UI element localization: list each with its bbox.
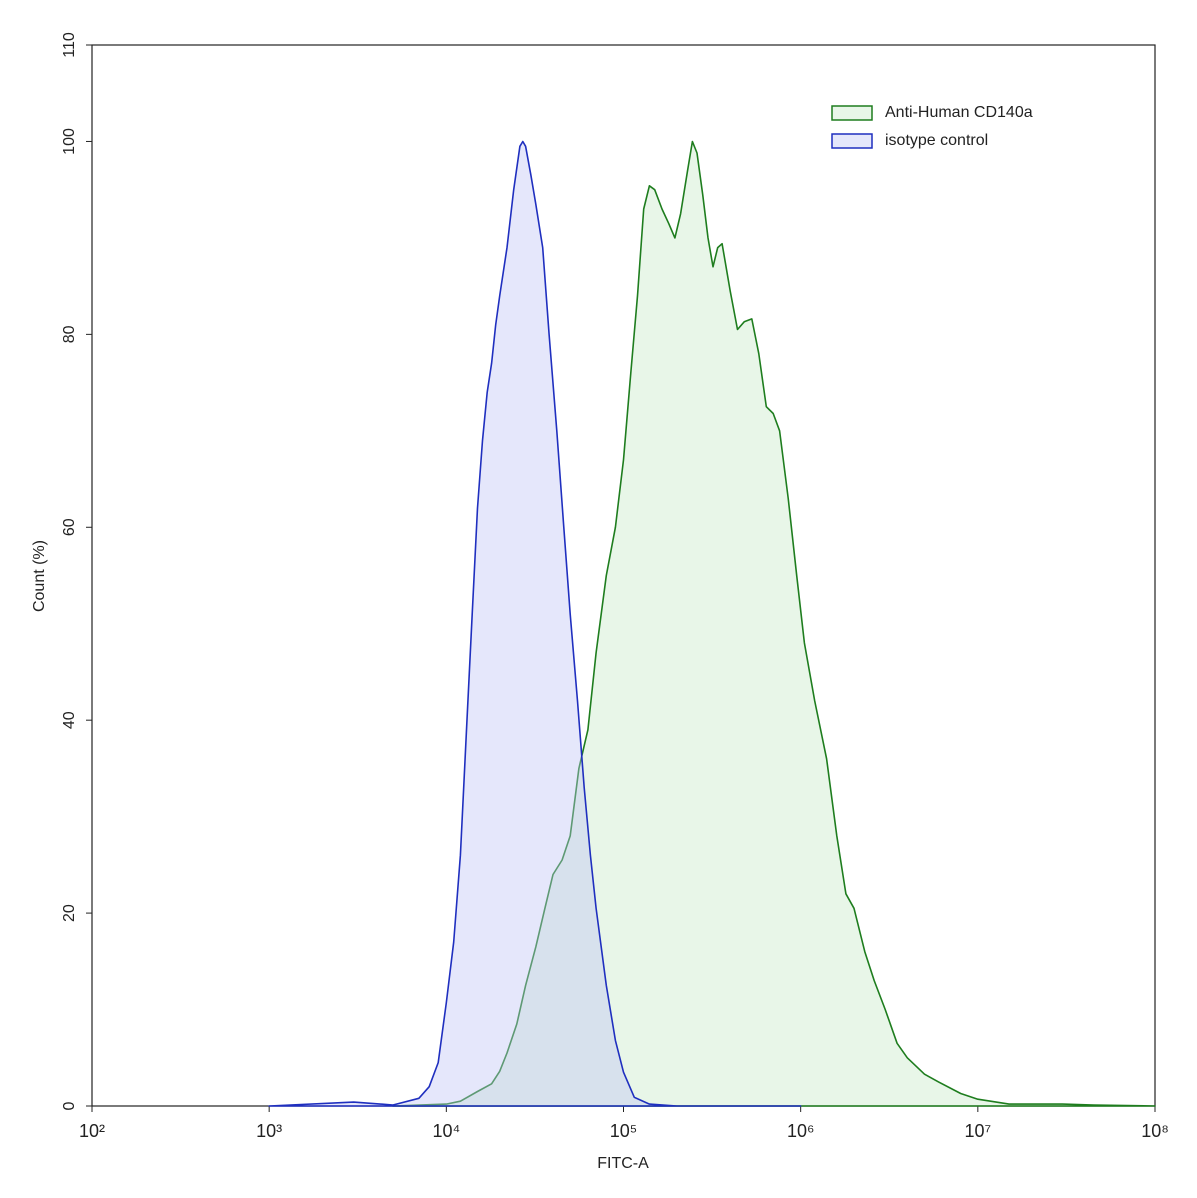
x-tick-label: 10³ (256, 1121, 282, 1141)
histogram-area (268, 140, 802, 1107)
y-tick-label: 80 (61, 325, 78, 343)
x-axis-label: FITC-A (597, 1155, 649, 1172)
legend-label: Anti-Human CD140a (885, 104, 1033, 121)
x-tick-label: 10⁶ (787, 1121, 814, 1141)
y-tick-label: 20 (61, 904, 78, 922)
legend-swatch (831, 105, 873, 121)
legend-label: isotype control (885, 132, 988, 149)
y-tick-label: 40 (61, 711, 78, 729)
x-tick-label: 10⁵ (610, 1121, 637, 1141)
x-tick-label: 10⁴ (432, 1121, 460, 1141)
y-tick-label: 100 (61, 128, 78, 155)
x-tick-label: 10⁷ (965, 1121, 992, 1141)
x-tick-label: 10² (79, 1121, 105, 1141)
x-tick-label: 10⁸ (1141, 1121, 1169, 1141)
y-tick-label: 0 (61, 1101, 78, 1110)
legend-swatch (831, 133, 873, 149)
histogram-area (392, 140, 1156, 1107)
y-axis-label: Count (%) (31, 540, 48, 612)
y-tick-label: 60 (61, 518, 78, 536)
y-tick-label: 110 (61, 32, 78, 58)
